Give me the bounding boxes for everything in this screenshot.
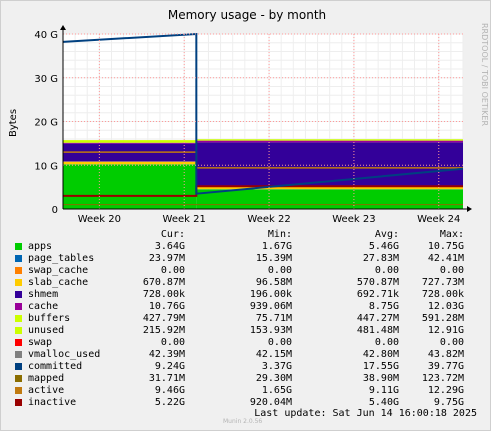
legend-value-min: 1.67G: [212, 241, 292, 252]
legend-name: buffers: [28, 313, 70, 324]
legend-name: active: [28, 385, 64, 396]
legend-header-cur: Cur:: [105, 229, 185, 240]
legend-value-cur: 215.92M: [105, 325, 185, 336]
legend-value-cur: 0.00: [105, 265, 185, 276]
legend-value-max: 591.28M: [384, 313, 464, 324]
legend-value-cur: 9.46G: [105, 385, 185, 396]
legend-value-cur: 427.79M: [105, 313, 185, 324]
legend-value-max: 12.03G: [384, 301, 464, 312]
legend-swatch: [15, 243, 22, 250]
legend-swatch: [15, 339, 22, 346]
legend-name: committed: [28, 361, 82, 372]
legend-value-max: 728.00k: [384, 289, 464, 300]
legend-value-max: 123.72M: [384, 373, 464, 384]
legend-swatch: [15, 363, 22, 370]
legend-name: inactive: [28, 397, 76, 408]
legend-value-min: 75.71M: [212, 313, 292, 324]
legend-swatch: [15, 387, 22, 394]
legend-value-cur: 5.22G: [105, 397, 185, 408]
legend-header-min: Min:: [212, 229, 292, 240]
legend-value-max: 9.75G: [384, 397, 464, 408]
legend-value-max: 0.00: [384, 337, 464, 348]
legend-swatch: [15, 303, 22, 310]
legend-swatch: [15, 399, 22, 406]
legend-value-min: 42.15M: [212, 349, 292, 360]
legend-value-min: 29.30M: [212, 373, 292, 384]
legend-value-max: 12.91G: [384, 325, 464, 336]
legend-name: swap_cache: [28, 265, 88, 276]
legend-swatch: [15, 315, 22, 322]
legend-value-max: 727.73M: [384, 277, 464, 288]
legend-name: page_tables: [28, 253, 94, 264]
legend-value-cur: 0.00: [105, 337, 185, 348]
legend-value-cur: 10.76G: [105, 301, 185, 312]
last-update-text: Last update: Sat Jun 14 16:00:18 2025: [101, 408, 477, 419]
legend-value-min: 0.00: [212, 337, 292, 348]
legend-swatch: [15, 351, 22, 358]
legend-name: shmem: [28, 289, 58, 300]
legend-value-max: 42.41M: [384, 253, 464, 264]
legend-value-min: 1.65G: [212, 385, 292, 396]
legend-value-min: 0.00: [212, 265, 292, 276]
legend-swatch: [15, 291, 22, 298]
legend-header-row: Cur: Min: Avg: Max:: [1, 229, 491, 241]
legend-value-min: 939.06M: [212, 301, 292, 312]
legend-value-cur: 670.87M: [105, 277, 185, 288]
legend-value-max: 10.75G: [384, 241, 464, 252]
legend-value-max: 12.29G: [384, 385, 464, 396]
legend-value-min: 3.37G: [212, 361, 292, 372]
legend-swatch: [15, 267, 22, 274]
legend-value-min: 920.04M: [212, 397, 292, 408]
legend-value-min: 96.58M: [212, 277, 292, 288]
legend-value-min: 196.00k: [212, 289, 292, 300]
legend-name: vmalloc_used: [28, 349, 100, 360]
legend-value-max: 43.82M: [384, 349, 464, 360]
munin-version: Munin 2.0.56: [223, 418, 262, 425]
legend-name: slab_cache: [28, 277, 88, 288]
legend-swatch: [15, 255, 22, 262]
legend-header-max: Max:: [384, 229, 464, 240]
legend-value-min: 153.93M: [212, 325, 292, 336]
legend-value-cur: 9.24G: [105, 361, 185, 372]
legend-swatch: [15, 375, 22, 382]
legend-value-cur: 31.71M: [105, 373, 185, 384]
legend-value-max: 0.00: [384, 265, 464, 276]
legend-name: unused: [28, 325, 64, 336]
legend-name: apps: [28, 241, 52, 252]
legend-value-cur: 42.39M: [105, 349, 185, 360]
legend-value-cur: 3.64G: [105, 241, 185, 252]
legend-swatch: [15, 327, 22, 334]
legend-name: cache: [28, 301, 58, 312]
legend-value-cur: 728.00k: [105, 289, 185, 300]
legend-value-max: 39.77G: [384, 361, 464, 372]
legend-name: swap: [28, 337, 52, 348]
legend-value-min: 15.39M: [212, 253, 292, 264]
legend-value-cur: 23.97M: [105, 253, 185, 264]
legend-name: mapped: [28, 373, 64, 384]
legend-swatch: [15, 279, 22, 286]
